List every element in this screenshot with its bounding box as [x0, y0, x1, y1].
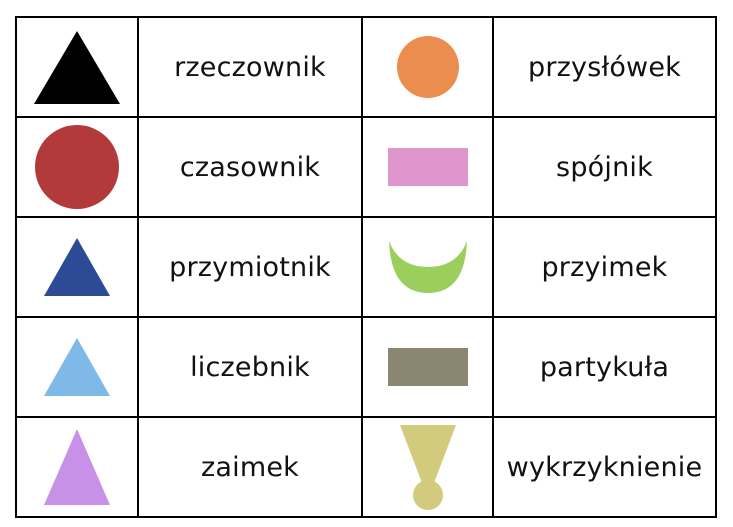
word-cell: wykrzyknienie — [492, 416, 717, 518]
word-spojnik: spójnik — [556, 151, 653, 183]
symbol-cell — [15, 316, 139, 418]
word-cell: partykuła — [492, 316, 717, 418]
symbol-cell — [15, 116, 139, 218]
light-blue-triangle-icon — [44, 338, 110, 396]
word-cell: zaimek — [137, 416, 363, 518]
word-cell: rzeczownik — [137, 16, 363, 118]
black-triangle-icon — [34, 31, 120, 104]
symbol-cell — [361, 16, 494, 118]
exclamation-keyhole-icon — [399, 425, 456, 510]
pink-rectangle-icon — [387, 148, 468, 186]
table-row: liczebnik partykuła — [15, 316, 717, 418]
table-row: rzeczownik przysłówek — [15, 16, 717, 118]
symbol-cell — [361, 216, 494, 318]
parts-of-speech-table: rzeczownik przysłówek — [15, 16, 717, 518]
green-crescent-icon — [388, 241, 467, 293]
word-przymiotnik: przymiotnik — [169, 251, 331, 283]
grey-rectangle-icon — [387, 348, 468, 386]
word-czasownik: czasownik — [179, 151, 321, 183]
word-cell: przyimek — [492, 216, 717, 318]
symbol-cell — [15, 16, 139, 118]
word-cell: czasownik — [137, 116, 363, 218]
word-wykrzyknienie: wykrzyknienie — [506, 451, 703, 483]
table-row: zaimek wykrzyknienie — [15, 416, 717, 518]
word-przyslowek: przysłówek — [528, 51, 681, 83]
word-zaimek: zaimek — [201, 451, 299, 483]
word-cell: przymiotnik — [137, 216, 363, 318]
purple-triangle-icon — [44, 429, 110, 505]
symbol-cell — [361, 316, 494, 418]
symbol-cell — [15, 216, 139, 318]
symbol-cell — [15, 416, 139, 518]
word-liczebnik: liczebnik — [190, 351, 310, 383]
word-cell: przysłówek — [492, 16, 717, 118]
word-cell: liczebnik — [137, 316, 363, 418]
red-circle-icon — [35, 125, 119, 209]
word-cell: spójnik — [492, 116, 717, 218]
word-partykula: partykuła — [539, 351, 670, 383]
symbol-cell — [361, 416, 494, 518]
dark-blue-triangle-icon — [44, 238, 110, 296]
orange-circle-icon — [396, 36, 459, 98]
symbol-cell — [361, 116, 494, 218]
word-rzeczownik: rzeczownik — [174, 51, 326, 83]
word-przyimek: przyimek — [541, 251, 668, 283]
table-row: czasownik spójnik — [15, 116, 717, 218]
table-row: przymiotnik przyimek — [15, 216, 717, 318]
